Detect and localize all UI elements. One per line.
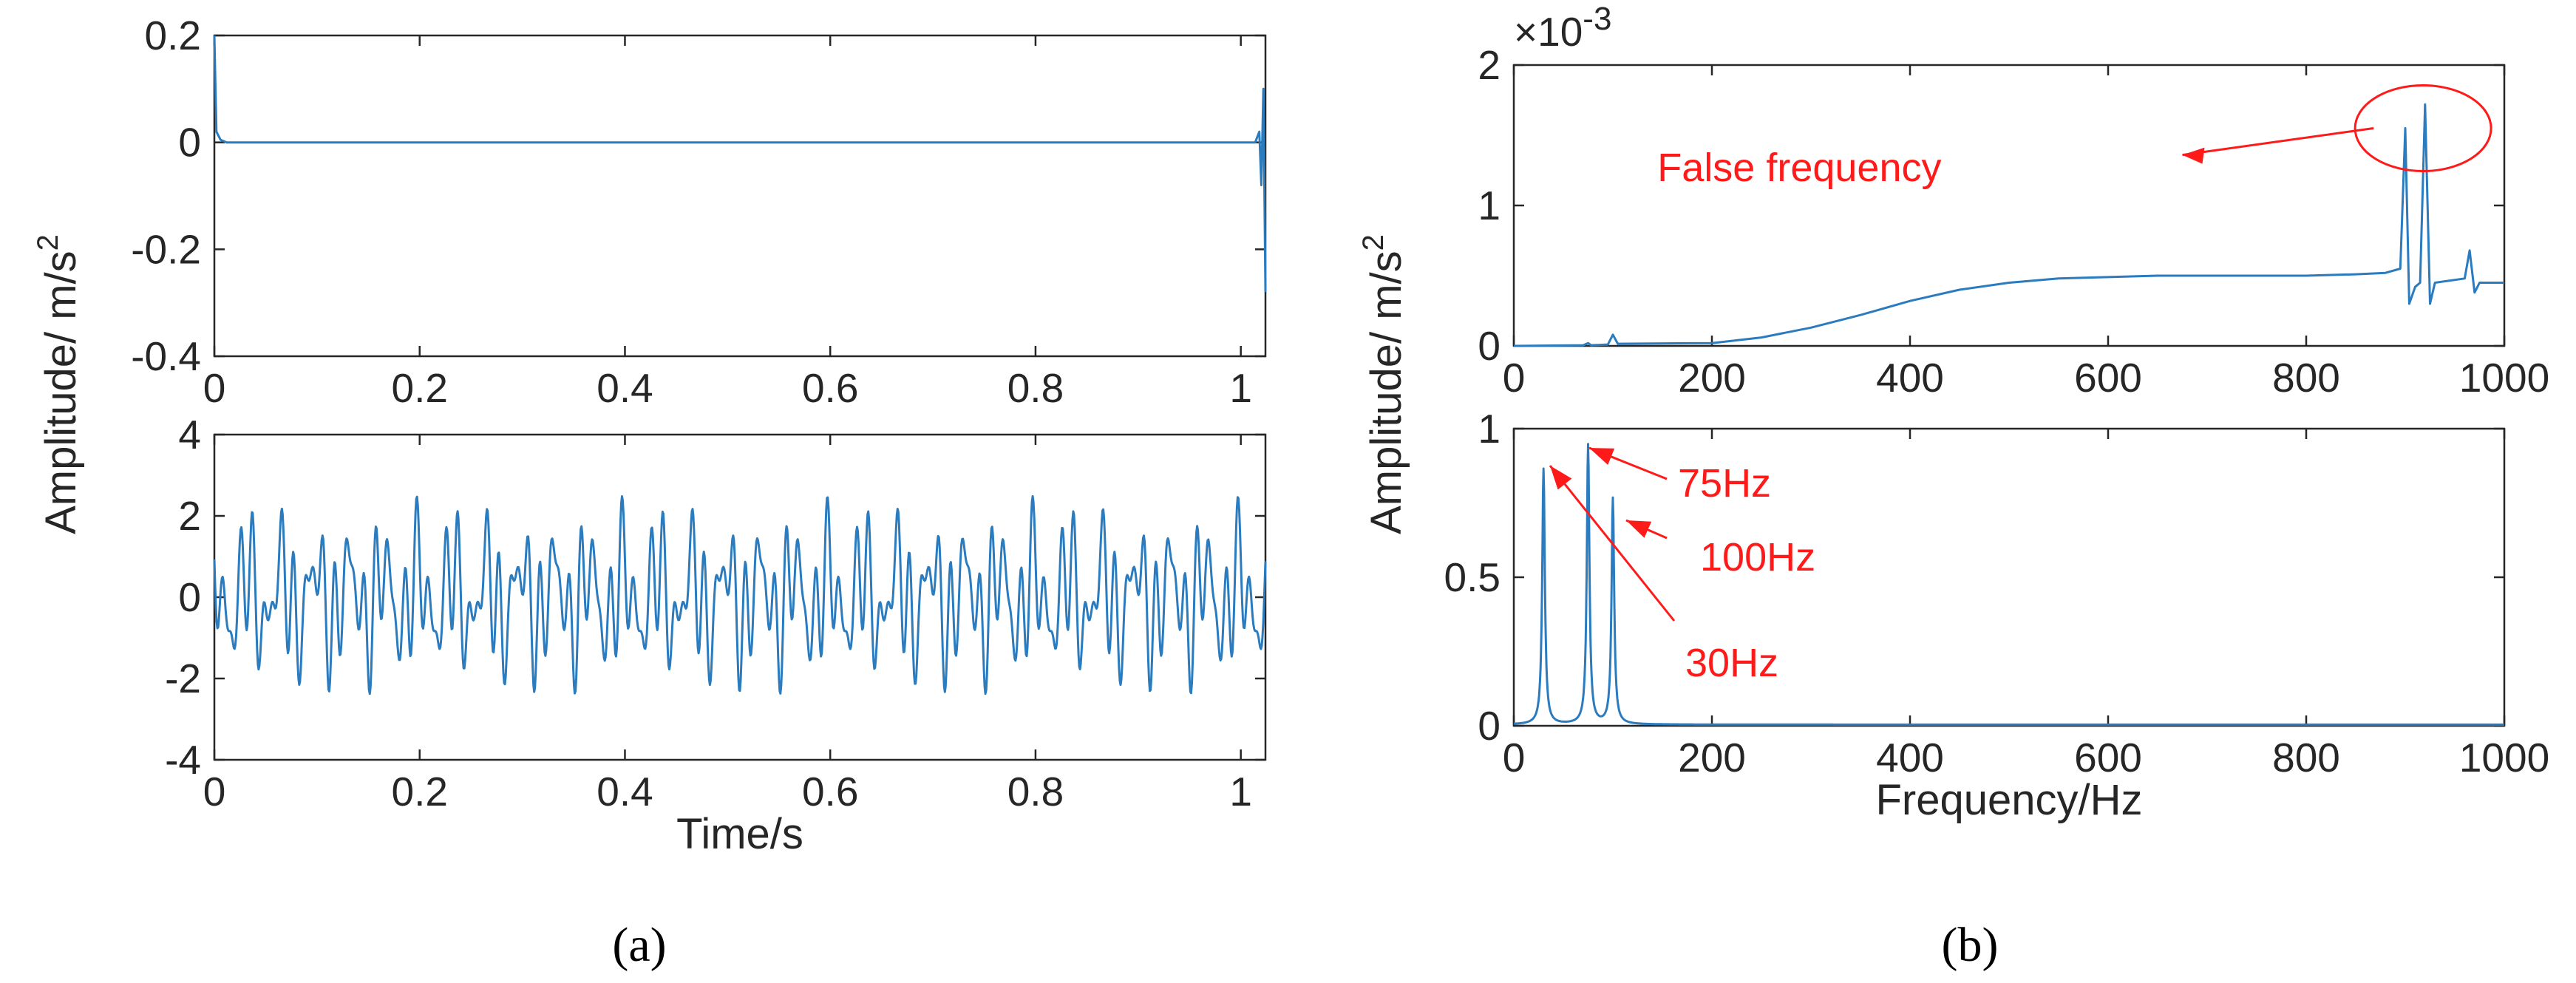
x-tick-label: 0.4 [597, 769, 653, 814]
arrow-30hz [1549, 465, 1676, 622]
y-tick-label: -2 [165, 656, 201, 701]
y-tick-label: 0 [1478, 323, 1501, 369]
label-75hz: 75Hz [1678, 461, 1771, 506]
chart-a-top: 0 0.2 0.4 0.6 0.8 1 -0.4 -0.2 0 0.2 [131, 13, 1267, 411]
x-tick-label: 800 [2272, 355, 2340, 401]
x-tick-label: 600 [2074, 355, 2142, 401]
x-axis-label: Frequency/Hz [1875, 776, 2142, 824]
x-tick-label: 400 [1876, 735, 1944, 780]
series-line [213, 35, 1267, 293]
annotation-arrowhead [2182, 147, 2205, 164]
x-tick-label: 0.8 [1007, 365, 1064, 411]
annotation-false-frequency: False frequency [1657, 146, 1941, 190]
arrow-75hz-head [1589, 448, 1615, 466]
y-tick-label: 0 [178, 574, 201, 620]
panel-label-b: (b) [1942, 918, 1999, 972]
plot-frame [1512, 64, 2506, 347]
series-line [1513, 103, 2504, 347]
x-tick-label: 0.6 [802, 769, 858, 814]
series-line [1513, 443, 2505, 726]
arrow-30hz-head [1550, 466, 1572, 490]
false-frequency-circle [2354, 84, 2492, 172]
x-tick-label: 600 [2074, 735, 2142, 780]
y-tick-label: 0 [1478, 703, 1501, 749]
x-tick-label: 0.6 [802, 365, 858, 411]
x-tick-label: 0 [203, 365, 226, 411]
overlays: False frequency 75Hz 100Hz 30Hz [1549, 84, 2492, 685]
x-tick-label: 1000 [2459, 355, 2549, 401]
x-tick-label: 1 [1229, 769, 1252, 814]
x-tick-label: 0.2 [392, 769, 448, 814]
y-multiplier: ×10-3 [1514, 1, 1611, 55]
x-tick-label: 0 [203, 769, 226, 814]
y-axis-label-b: Amplitude/ m/s2 [1357, 234, 1410, 534]
y-tick-label: 4 [178, 412, 201, 458]
x-axis-label: Time/s [676, 810, 803, 858]
label-100hz: 100Hz [1700, 535, 1815, 579]
y-tick-label: 2 [1478, 42, 1501, 88]
x-tick-label: 0.8 [1007, 769, 1064, 814]
y-tick-label: 0 [178, 120, 201, 166]
x-tick-label: 0.4 [597, 365, 653, 411]
y-tick-label: 2 [178, 493, 201, 539]
y-tick-label: 0.2 [145, 13, 201, 58]
y-tick-label: 1 [1478, 183, 1501, 228]
x-tick-label: 0 [1503, 735, 1526, 780]
annotation-arrow [2182, 127, 2374, 157]
plot-frame [1512, 427, 2506, 727]
label-30hz: 30Hz [1685, 641, 1778, 685]
x-tick-label: 200 [1678, 735, 1746, 780]
x-tick-label: 800 [2272, 735, 2340, 780]
plot-frame [213, 34, 1267, 358]
y-tick-label: -0.2 [131, 226, 201, 272]
x-tick-label: 1 [1229, 365, 1252, 411]
y-axis-label-a: Amplitude/ m/s2 [32, 234, 85, 534]
y-tick-label: 0.5 [1444, 554, 1501, 600]
arrow-100hz-head [1626, 520, 1652, 538]
y-tick-label: -0.4 [131, 333, 201, 379]
x-tick-label: 1000 [2459, 735, 2549, 780]
chart-b-bottom: 0 200 400 600 800 1000 0 0.5 1 Frequency/Hz [1444, 406, 2550, 824]
x-tick-label: 200 [1678, 355, 1746, 401]
panel-label-a: (a) [612, 918, 666, 972]
chart-a-bottom: 0 0.2 0.4 0.6 0.8 1 -4 -2 0 2 4 Time/s [165, 412, 1267, 858]
series-line [213, 494, 1267, 695]
chart-b-top: 0 200 400 600 800 1000 0 1 2 ×10-3 [1478, 1, 2549, 401]
x-tick-label: 0.2 [392, 365, 448, 411]
x-tick-label: 400 [1876, 355, 1944, 401]
y-tick-label: 1 [1478, 406, 1501, 452]
x-tick-label: 0 [1503, 355, 1526, 401]
y-tick-label: -4 [165, 737, 201, 783]
